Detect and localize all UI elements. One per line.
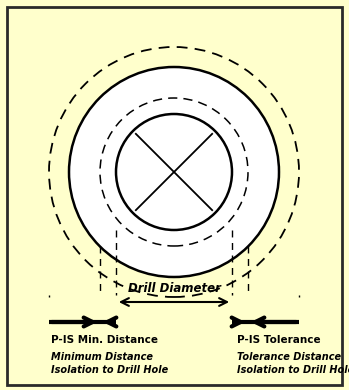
Text: P-IS Min. Distance: P-IS Min. Distance bbox=[51, 335, 158, 345]
Text: Tolerance Distance
Isolation to Drill Hole: Tolerance Distance Isolation to Drill Ho… bbox=[237, 352, 349, 375]
Text: P-IS Tolerance: P-IS Tolerance bbox=[237, 335, 321, 345]
Circle shape bbox=[116, 114, 232, 230]
Circle shape bbox=[69, 67, 279, 277]
Text: Drill Diameter: Drill Diameter bbox=[128, 282, 221, 295]
Text: Minimum Distance
Isolation to Drill Hole: Minimum Distance Isolation to Drill Hole bbox=[51, 352, 168, 375]
